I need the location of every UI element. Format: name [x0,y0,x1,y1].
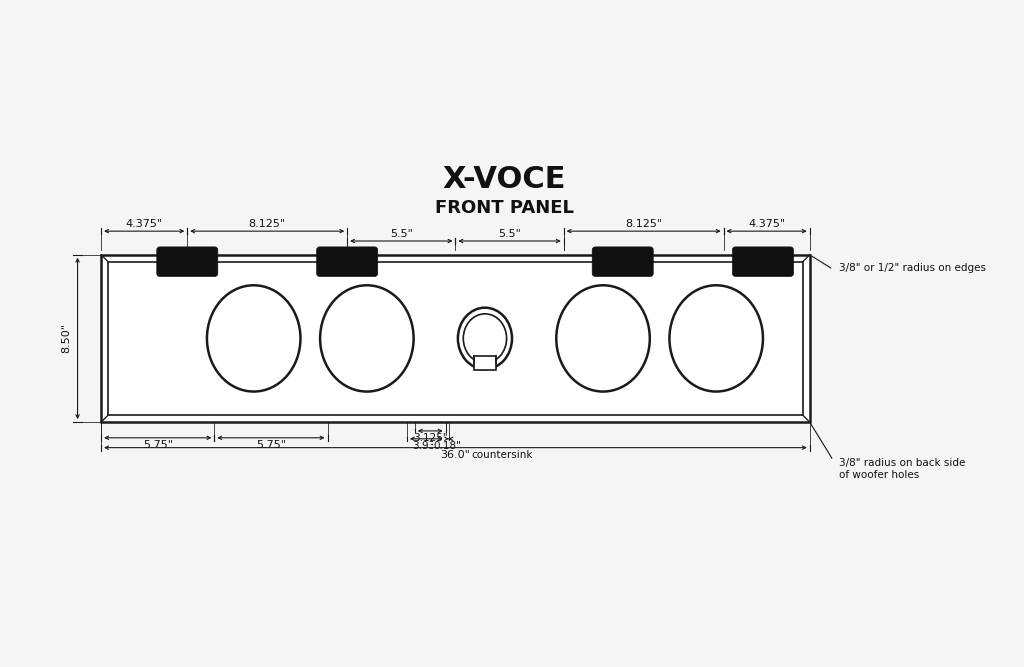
Text: 3/8" radius on back side: 3/8" radius on back side [840,458,966,468]
Text: 0.18": 0.18" [433,442,461,452]
Bar [474,356,496,370]
Text: countersink: countersink [471,450,532,460]
FancyBboxPatch shape [592,247,653,276]
Text: 5.5": 5.5" [390,229,413,239]
Ellipse shape [207,285,300,392]
Text: 8.125": 8.125" [625,219,663,229]
FancyBboxPatch shape [316,247,378,276]
Ellipse shape [458,307,512,369]
Ellipse shape [670,285,763,392]
Text: 4.375": 4.375" [749,219,785,229]
Text: FRONT PANEL: FRONT PANEL [435,199,574,217]
Text: 36.0": 36.0" [440,450,470,460]
Text: X-VOCE: X-VOCE [443,165,566,195]
Text: of woofer holes: of woofer holes [840,470,920,480]
Ellipse shape [321,285,414,392]
Bar [101,255,810,422]
Text: 5.5": 5.5" [498,229,521,239]
FancyBboxPatch shape [732,247,794,276]
Text: 5.75": 5.75" [142,440,173,450]
Text: 8.125": 8.125" [249,219,286,229]
Ellipse shape [556,285,650,392]
Text: 5.75": 5.75" [256,440,286,450]
Text: 3/8" or 1/2" radius on edges: 3/8" or 1/2" radius on edges [840,263,986,273]
Text: 4.375": 4.375" [126,219,163,229]
Text: 3.93": 3.93" [413,442,440,452]
Ellipse shape [463,313,507,363]
Text: 8.50": 8.50" [61,323,72,354]
Bar [109,261,803,415]
FancyBboxPatch shape [157,247,218,276]
Text: 3.125": 3.125" [413,434,447,444]
